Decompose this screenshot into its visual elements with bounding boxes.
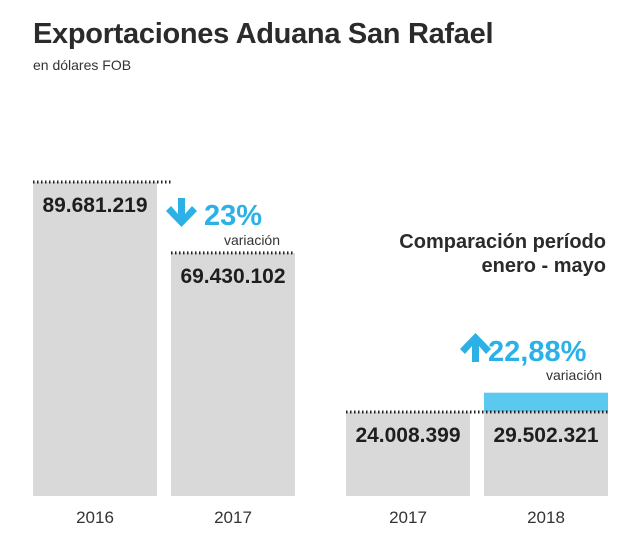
category-label: 2017 [389,508,427,527]
bar-increase-segment [484,392,608,412]
category-label: 2018 [527,508,565,527]
variation-percent: 22,88% [488,336,587,368]
comparison-title-line-1: Comparación período [399,231,606,253]
bar-2017 [171,252,295,496]
arrow-up-icon [460,333,491,362]
chart-subtitle: en dólares FOB [33,57,132,73]
category-label: 2016 [76,508,114,527]
variation-percent: 23% [204,200,262,232]
value-label: 24.008.399 [355,424,460,447]
comparison-title-line-2: enero - mayo [481,255,606,277]
bar-2016 [33,182,157,496]
bar-2017 [346,411,470,496]
arrow-down-icon [166,198,197,227]
chart-title: Exportaciones Aduana San Rafael [33,18,494,50]
bar-2018 [484,411,608,496]
value-label: 29.502.321 [493,424,598,447]
comparison-title: Comparación período enero - mayo [340,230,606,278]
variation-label: variación [546,367,602,383]
category-label: 2017 [214,508,252,527]
value-label: 89.681.219 [42,194,147,217]
value-label: 69.430.102 [180,265,285,288]
variation-label: variación [224,232,280,248]
